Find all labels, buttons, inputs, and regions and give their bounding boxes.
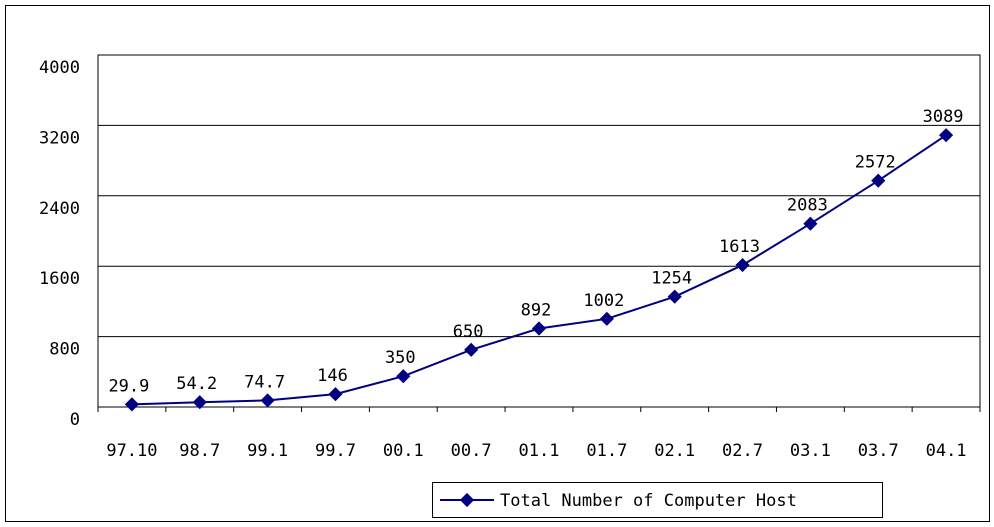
data-label: 2572: [855, 153, 896, 173]
x-tick-label: 99.1: [247, 441, 288, 461]
data-label: 1254: [651, 269, 692, 289]
data-label: 350: [385, 348, 416, 368]
x-tick-label: 03.1: [790, 441, 831, 461]
point: [531, 321, 547, 336]
point: [260, 393, 275, 408]
chart-frame: [5, 5, 990, 522]
data-label: 54.2: [176, 374, 217, 394]
point: [124, 397, 139, 412]
data-label: 892: [521, 301, 552, 321]
x-tick-label: 02.1: [654, 441, 695, 461]
legend-marker: [459, 492, 475, 508]
x-tick-label: 02.7: [722, 441, 763, 461]
data-label: 29.9: [108, 376, 149, 396]
point: [667, 289, 682, 304]
point: [735, 257, 750, 273]
y-tick-label: 1600: [39, 269, 80, 289]
legend-box: [432, 482, 883, 518]
data-label: 2083: [787, 196, 828, 216]
point: [871, 173, 886, 188]
data-label: 3089: [923, 107, 964, 127]
legend-label: Total Number of Computer Host: [500, 491, 797, 511]
x-tick-label: 99.7: [315, 441, 356, 461]
y-tick-label: 800: [49, 340, 80, 360]
point: [328, 387, 343, 402]
x-tick-label: 04.1: [926, 441, 967, 461]
point: [192, 395, 207, 410]
data-label: 74.7: [244, 372, 285, 392]
data-label: 146: [317, 366, 348, 386]
x-tick-label: 00.1: [383, 441, 424, 461]
y-tick-label: 2400: [39, 199, 80, 219]
y-tick-label: 4000: [39, 58, 80, 78]
point: [599, 311, 614, 326]
x-tick-label: 00.7: [451, 441, 492, 461]
data-label: 1613: [719, 237, 760, 257]
data-label: 650: [453, 322, 484, 342]
x-tick-label: 97.10: [106, 441, 157, 461]
y-tick-label: 0: [70, 410, 80, 430]
point: [803, 216, 818, 231]
y-tick-label: 3200: [39, 128, 80, 148]
point: [939, 128, 954, 143]
data-label: 1002: [583, 291, 624, 311]
x-tick-label: 01.1: [519, 441, 560, 461]
x-tick-label: 03.7: [858, 441, 899, 461]
x-tick-label: 98.7: [179, 441, 220, 461]
x-tick-label: 01.7: [586, 441, 627, 461]
point: [396, 369, 411, 384]
point: [464, 342, 479, 357]
